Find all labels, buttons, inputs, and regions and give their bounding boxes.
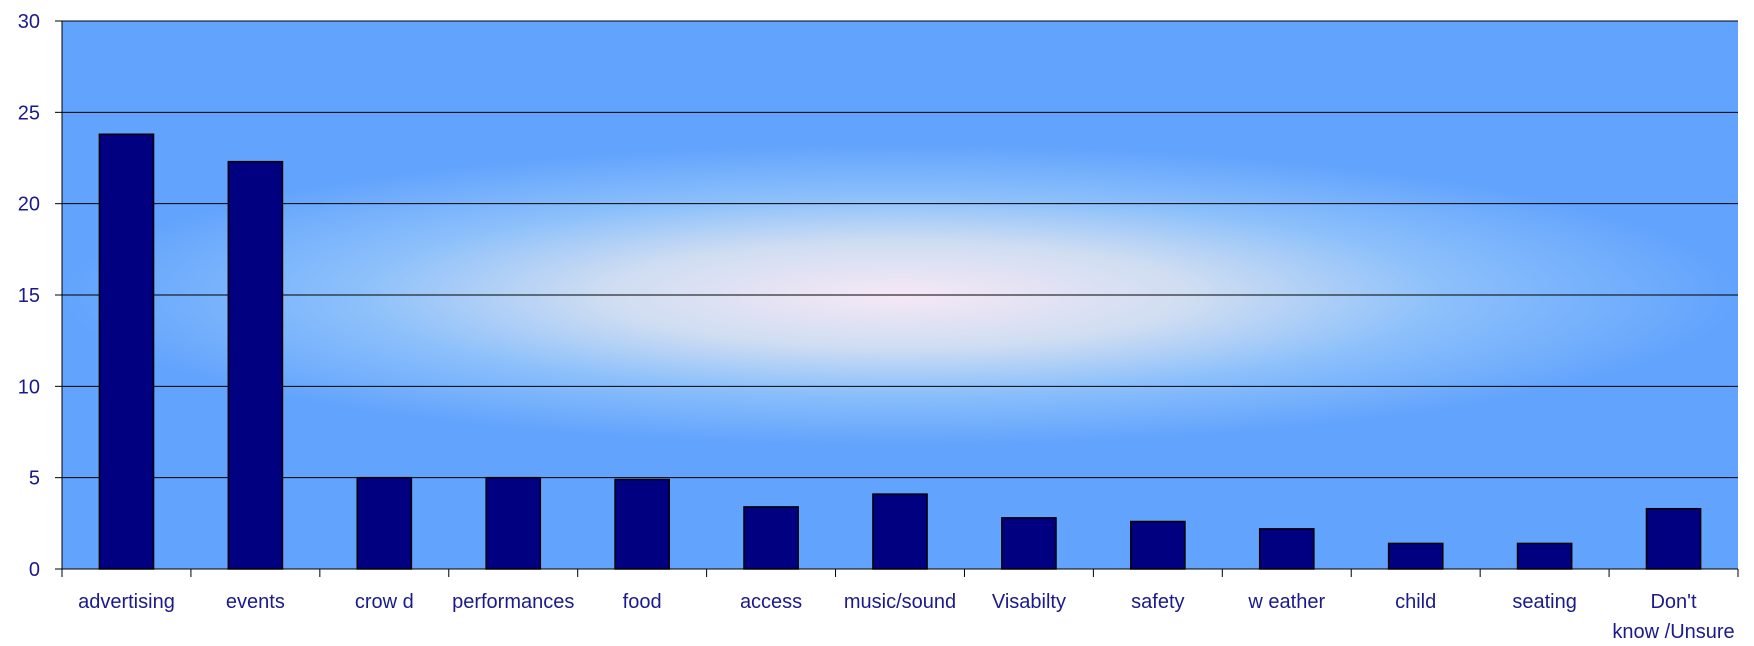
- x-category-label: Don't know /Unsure: [1612, 591, 1734, 643]
- gridlines: [62, 20, 1738, 479]
- bar: [1130, 520, 1186, 570]
- x-category-label: advertising: [78, 591, 175, 613]
- bar: [1516, 542, 1573, 570]
- y-tick-label: 15: [18, 285, 40, 307]
- axes: [55, 20, 1739, 577]
- x-category-label: w eather: [1247, 591, 1325, 613]
- x-category-label: Visabilty: [992, 591, 1066, 613]
- x-category-label: events: [226, 591, 285, 613]
- x-category-label: safety: [1131, 591, 1184, 613]
- y-tick-label: 20: [18, 194, 40, 216]
- y-tick-label: 5: [29, 468, 40, 490]
- x-category-label: food: [623, 591, 662, 613]
- bar: [485, 476, 542, 570]
- bar: [872, 493, 928, 570]
- bars: [98, 133, 1702, 570]
- x-category-label: child: [1395, 591, 1436, 613]
- y-tick-label: 30: [18, 11, 40, 33]
- bar: [614, 478, 670, 570]
- bar: [356, 476, 413, 570]
- y-axis-tick-labels: 0 5 10 15 20 25 30: [18, 11, 40, 581]
- bar: [1387, 542, 1444, 570]
- bar: [1001, 517, 1057, 570]
- x-category-label: performances: [452, 591, 574, 613]
- bar: [98, 133, 155, 570]
- x-category-label: music/sound: [844, 591, 956, 613]
- y-tick-label: 10: [18, 376, 40, 398]
- x-axis-category-labels: advertising events crow d performances food a…: [78, 591, 1735, 643]
- x-category-label: access: [740, 591, 802, 613]
- bar: [1258, 528, 1315, 570]
- x-category-label: crow d: [355, 591, 414, 613]
- x-category-label: seating: [1512, 591, 1577, 613]
- bar: [743, 506, 799, 570]
- y-tick-label: 0: [29, 559, 40, 581]
- bar: [227, 160, 284, 570]
- bar: [1645, 507, 1702, 570]
- y-tick-label: 25: [18, 102, 40, 124]
